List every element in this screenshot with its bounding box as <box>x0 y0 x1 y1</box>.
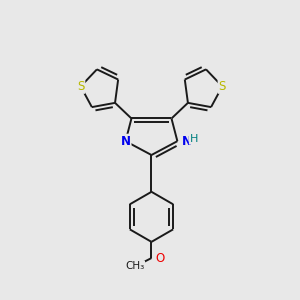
Text: O: O <box>155 252 164 265</box>
Text: CH₃: CH₃ <box>125 261 144 271</box>
Text: S: S <box>219 80 226 93</box>
Text: S: S <box>77 80 84 93</box>
Text: N: N <box>182 135 192 148</box>
Text: H: H <box>190 134 198 144</box>
Text: N: N <box>121 135 130 148</box>
